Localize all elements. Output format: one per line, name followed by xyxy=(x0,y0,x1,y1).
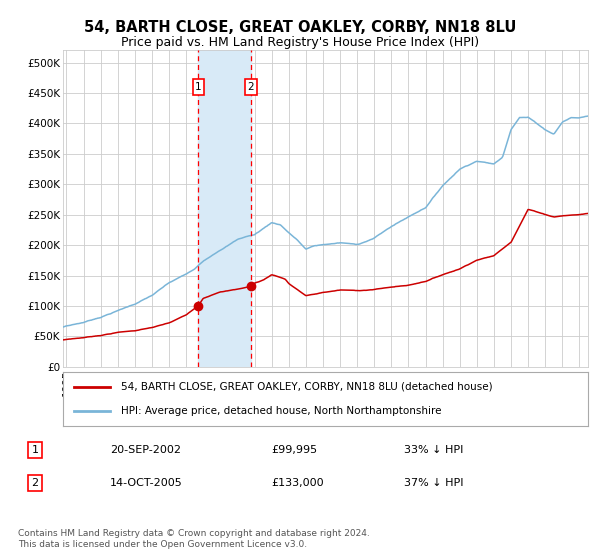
Text: Price paid vs. HM Land Registry's House Price Index (HPI): Price paid vs. HM Land Registry's House … xyxy=(121,36,479,49)
Bar xyxy=(199,50,251,367)
Text: £99,995: £99,995 xyxy=(271,445,317,455)
Text: 2: 2 xyxy=(31,478,38,488)
Text: 1: 1 xyxy=(195,82,202,92)
Text: 14-OCT-2005: 14-OCT-2005 xyxy=(110,478,182,488)
Text: 54, BARTH CLOSE, GREAT OAKLEY, CORBY, NN18 8LU: 54, BARTH CLOSE, GREAT OAKLEY, CORBY, NN… xyxy=(84,20,516,35)
Text: 37% ↓ HPI: 37% ↓ HPI xyxy=(404,478,463,488)
Text: 2: 2 xyxy=(247,82,254,92)
Text: 1: 1 xyxy=(32,445,38,455)
Text: HPI: Average price, detached house, North Northamptonshire: HPI: Average price, detached house, Nort… xyxy=(121,406,441,416)
Text: 33% ↓ HPI: 33% ↓ HPI xyxy=(404,445,463,455)
Text: 54, BARTH CLOSE, GREAT OAKLEY, CORBY, NN18 8LU (detached house): 54, BARTH CLOSE, GREAT OAKLEY, CORBY, NN… xyxy=(121,382,493,392)
Text: 20-SEP-2002: 20-SEP-2002 xyxy=(110,445,181,455)
Text: Contains HM Land Registry data © Crown copyright and database right 2024.
This d: Contains HM Land Registry data © Crown c… xyxy=(18,529,370,549)
Text: £133,000: £133,000 xyxy=(271,478,324,488)
